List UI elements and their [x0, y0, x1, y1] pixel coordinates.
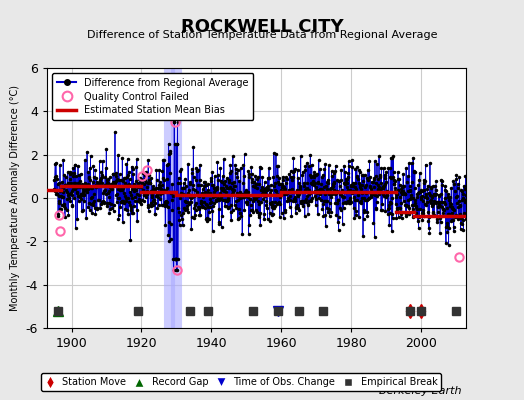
Text: ROCKWELL CITY: ROCKWELL CITY [181, 18, 343, 36]
Text: Berkeley Earth: Berkeley Earth [379, 386, 461, 396]
Legend: Station Move, Record Gap, Time of Obs. Change, Empirical Break: Station Move, Record Gap, Time of Obs. C… [41, 373, 441, 391]
Text: Difference of Station Temperature Data from Regional Average: Difference of Station Temperature Data f… [87, 30, 437, 40]
Y-axis label: Monthly Temperature Anomaly Difference (°C): Monthly Temperature Anomaly Difference (… [10, 85, 20, 311]
Legend: Difference from Regional Average, Quality Control Failed, Estimated Station Mean: Difference from Regional Average, Qualit… [52, 73, 254, 120]
